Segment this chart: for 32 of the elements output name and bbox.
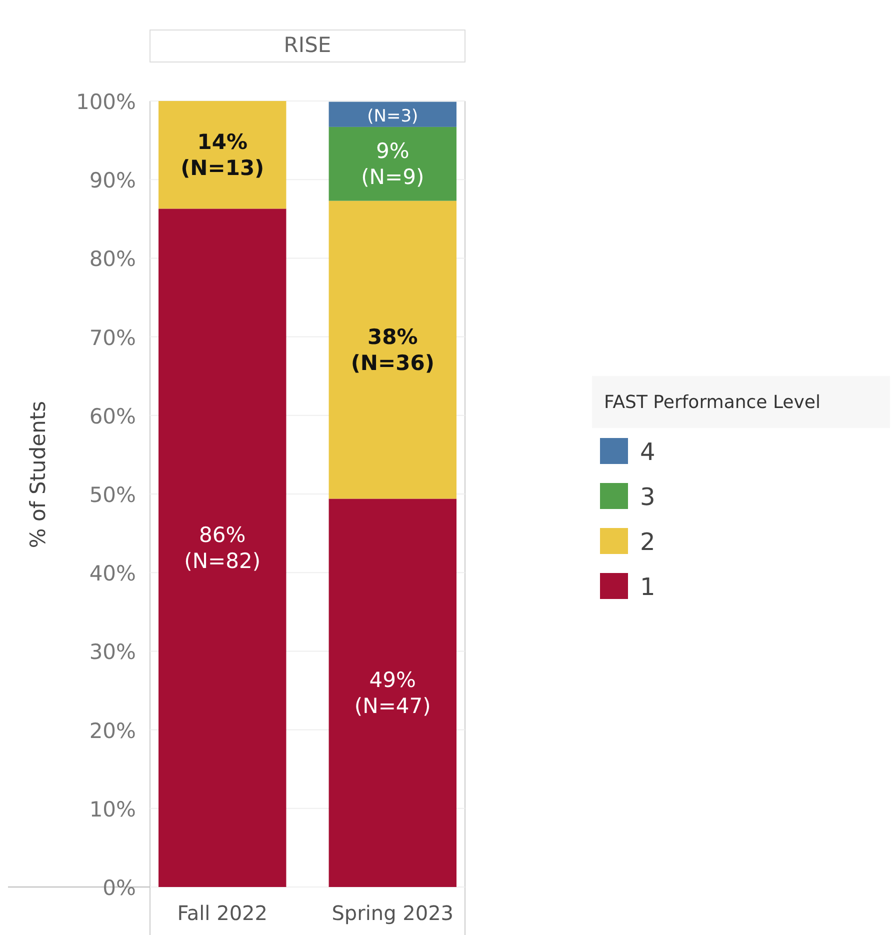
data-label: (N=3) [367, 106, 418, 126]
y-tick-label: 100% [76, 90, 136, 114]
data-label: 86% (N=82) [184, 522, 261, 573]
legend-label: 3 [640, 483, 656, 511]
bar [328, 498, 456, 887]
legend-title: FAST Performance Level [604, 392, 820, 413]
data-label: 14% (N=13) [180, 130, 264, 180]
y-tick-label: 80% [89, 247, 136, 272]
data-label: 9% (N=9) [361, 138, 424, 189]
chart-title: RISE [284, 33, 332, 57]
data-label: 49% (N=47) [354, 668, 431, 718]
bar [158, 208, 286, 887]
y-tick-label: 10% [89, 797, 136, 822]
y-tick-label: 90% [89, 168, 136, 193]
bar [328, 200, 456, 499]
y-tick-label: 40% [89, 562, 136, 586]
legend-label: 4 [640, 438, 656, 466]
bar [158, 101, 286, 209]
y-tick-label: 20% [89, 718, 136, 743]
data-label: 38% (N=36) [350, 324, 434, 375]
bar [328, 102, 456, 127]
x-tick-label: Spring 2023 [332, 901, 454, 925]
y-tick-label: 60% [89, 404, 136, 428]
y-axis-title: % of Students [26, 400, 50, 548]
bar [328, 126, 456, 201]
y-tick-label: 30% [89, 640, 136, 664]
x-tick-label: Fall 2022 [177, 901, 268, 925]
legend-label: 2 [640, 528, 656, 556]
y-tick-label: 70% [89, 326, 136, 350]
legend-label: 1 [640, 573, 656, 601]
y-tick-label: 0% [102, 876, 136, 900]
y-tick-label: 50% [89, 483, 136, 507]
